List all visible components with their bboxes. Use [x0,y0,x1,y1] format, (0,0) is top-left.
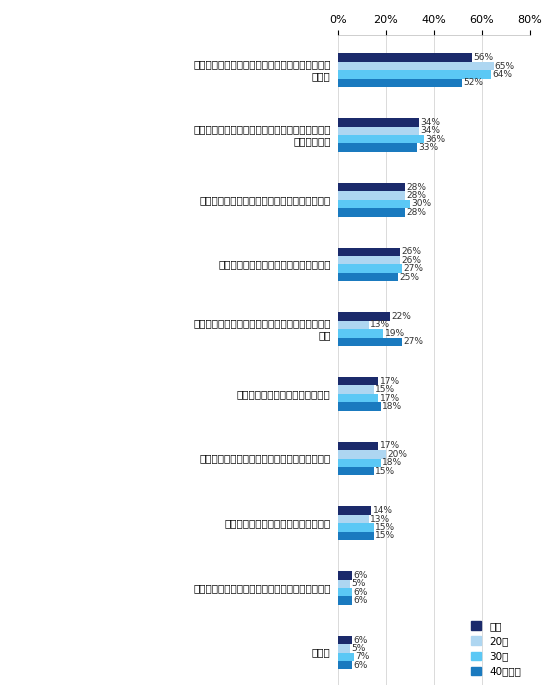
Text: 30%: 30% [411,199,431,209]
Text: 26%: 26% [401,256,421,265]
Bar [338,506,372,514]
Text: 28%: 28% [406,183,426,192]
Bar [338,377,378,386]
Text: 15%: 15% [375,531,395,540]
Bar [338,386,374,394]
Bar [338,312,390,321]
Legend: 全体, 20代, 30代, 40代以上: 全体, 20代, 30代, 40代以上 [467,618,525,680]
Text: 18%: 18% [382,402,402,411]
Bar [338,70,491,78]
Bar [338,596,352,605]
Bar [338,118,419,127]
Text: 52%: 52% [463,78,483,88]
Text: 22%: 22% [392,312,412,321]
Bar [338,62,494,70]
Bar [338,532,374,540]
Bar [338,321,369,329]
Bar [338,199,409,208]
Bar [338,183,405,191]
Text: 27%: 27% [404,337,424,346]
Bar [338,661,352,669]
Text: 65%: 65% [495,62,515,71]
Bar [338,523,374,532]
Bar [338,127,419,135]
Text: 34%: 34% [421,118,441,127]
Bar [338,78,462,87]
Text: 6%: 6% [353,596,368,605]
Text: 36%: 36% [425,134,446,144]
Bar [338,571,352,580]
Text: 13%: 13% [370,514,390,524]
Bar [338,256,400,265]
Text: 34%: 34% [421,126,441,135]
Text: 15%: 15% [375,467,395,476]
Text: 6%: 6% [353,636,368,645]
Bar [338,644,350,652]
Bar [338,467,374,475]
Bar [338,337,403,346]
Bar [338,248,400,256]
Text: 28%: 28% [406,191,426,200]
Bar [338,144,417,152]
Text: 17%: 17% [380,393,400,402]
Text: 6%: 6% [353,587,368,596]
Text: 15%: 15% [375,523,395,532]
Text: 27%: 27% [404,264,424,273]
Text: 6%: 6% [353,570,368,580]
Text: 56%: 56% [473,53,494,62]
Text: 15%: 15% [375,385,395,394]
Text: 5%: 5% [351,579,365,588]
Text: 5%: 5% [351,644,365,653]
Bar [338,191,405,200]
Bar [338,208,405,216]
Text: 7%: 7% [356,652,370,662]
Text: 6%: 6% [353,661,368,670]
Text: 13%: 13% [370,321,390,330]
Bar [338,265,403,273]
Text: 33%: 33% [418,143,438,152]
Text: 14%: 14% [373,506,393,515]
Bar [338,450,385,459]
Bar [338,580,350,588]
Bar [338,652,354,661]
Bar [338,273,398,281]
Bar [338,588,352,596]
Text: 20%: 20% [387,450,407,459]
Text: 64%: 64% [492,70,512,79]
Bar [338,135,424,143]
Bar [338,636,352,644]
Text: 26%: 26% [401,247,421,256]
Bar [338,402,381,411]
Bar [338,394,378,402]
Text: 17%: 17% [380,442,400,450]
Bar [338,442,378,450]
Text: 17%: 17% [380,377,400,386]
Bar [338,53,472,62]
Text: 25%: 25% [399,272,419,281]
Bar [338,514,369,523]
Bar [338,458,381,467]
Bar [338,329,383,337]
Text: 18%: 18% [382,458,402,467]
Text: 28%: 28% [406,208,426,217]
Text: 19%: 19% [384,329,404,338]
